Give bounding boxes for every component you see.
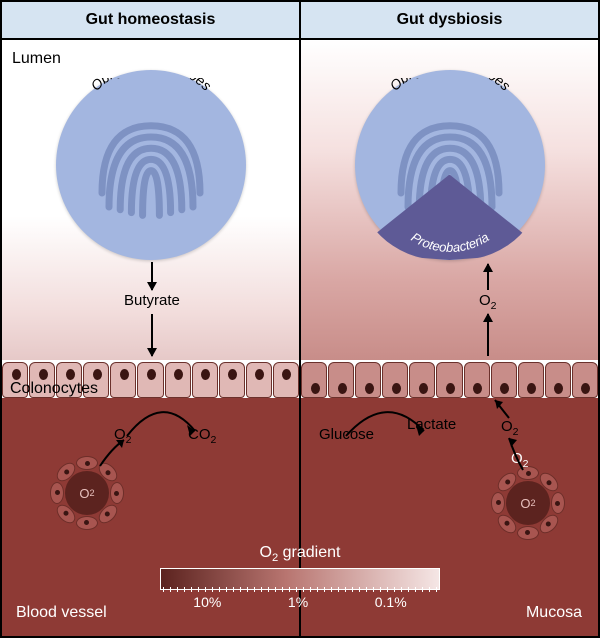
header-row: Gut homeostasis Gut dysbiosis xyxy=(2,2,598,40)
blood-vessel-label: Blood vessel xyxy=(16,604,107,622)
co2-label: CO2 xyxy=(188,426,216,446)
epithelial-cell xyxy=(572,362,598,398)
blood-vessel-right: O2 xyxy=(493,468,563,538)
mucosa-label: Mucosa xyxy=(526,604,582,622)
gradient-title: O2 gradient xyxy=(160,544,440,564)
arrow-vessel-to-o2-left xyxy=(92,438,132,468)
epithelial-cell xyxy=(382,362,408,398)
svg-text:Obligate anaerobes: Obligate anaerobes xyxy=(386,78,513,94)
epithelial-cell xyxy=(491,362,517,398)
epithelial-cell xyxy=(137,362,163,398)
epithelial-cell xyxy=(355,362,381,398)
epithelial-cell xyxy=(301,362,327,398)
endothelial-cell xyxy=(50,482,64,504)
epithelial-cell xyxy=(545,362,571,398)
o2-label-epi: O2 xyxy=(501,418,519,438)
arrow-bacteria-to-butyrate xyxy=(151,262,153,290)
proteobacteria-label: Proteobacteria xyxy=(355,206,545,256)
figure-root: Gut homeostasis Gut dysbiosis Lumen xyxy=(0,0,600,638)
epithelial-cell xyxy=(518,362,544,398)
epithelial-cell xyxy=(246,362,272,398)
endothelial-cell xyxy=(491,492,505,514)
arrow-butyrate-to-epi xyxy=(151,314,153,356)
o2-gradient-bar: O2 gradient 10% 1% 0.1% xyxy=(160,544,440,610)
panels: Lumen Obligate anaerobes xyxy=(2,40,598,638)
epithelial-cell xyxy=(165,362,191,398)
butyrate-label: Butyrate xyxy=(124,292,180,309)
header-left: Gut homeostasis xyxy=(2,2,301,38)
epithelial-cell xyxy=(219,362,245,398)
gradient-bar-fill xyxy=(160,568,440,590)
o2-label-lumen: O2 xyxy=(479,292,497,312)
endothelial-cell xyxy=(551,492,565,514)
epithelium-right xyxy=(301,360,598,400)
colonocytes-label: Colonocytes xyxy=(10,380,98,398)
blood-vessel-left: O2 xyxy=(52,458,122,528)
arrow-o2-up-2 xyxy=(487,314,489,356)
svg-text:Proteobacteria: Proteobacteria xyxy=(408,229,491,255)
glucose-label: Glucose xyxy=(319,426,374,443)
epithelial-cell xyxy=(110,362,136,398)
anaerobes-label-right: Obligate anaerobes xyxy=(355,78,545,118)
arrow-vessel-to-o2-right xyxy=(505,436,531,472)
svg-text:Obligate anaerobes: Obligate anaerobes xyxy=(87,78,214,94)
lactate-label: Lactate xyxy=(407,416,456,433)
lumen-label: Lumen xyxy=(12,50,61,68)
epithelial-cell xyxy=(464,362,490,398)
epithelial-cell xyxy=(409,362,435,398)
tick-1: 1% xyxy=(288,594,308,610)
endothelial-cell xyxy=(110,482,124,504)
arrow-o2-to-lumen xyxy=(491,398,521,420)
epithelial-cell xyxy=(192,362,218,398)
epithelial-cell xyxy=(273,362,299,398)
tick-01: 0.1% xyxy=(375,594,407,610)
tick-10: 10% xyxy=(193,594,221,610)
epithelial-cell xyxy=(328,362,354,398)
anaerobes-label-left: Obligate anaerobes xyxy=(56,78,246,118)
endothelial-cell xyxy=(517,526,539,540)
header-right: Gut dysbiosis xyxy=(301,2,598,38)
epithelial-cell xyxy=(436,362,462,398)
gradient-ticks: 10% 1% 0.1% xyxy=(160,594,440,610)
arrow-o2-up-1 xyxy=(487,264,489,290)
endothelial-cell xyxy=(76,516,98,530)
bacteria-circle-left: Obligate anaerobes xyxy=(56,70,246,260)
bacteria-circle-right: Obligate anaerobes Proteobacteria xyxy=(355,70,545,260)
